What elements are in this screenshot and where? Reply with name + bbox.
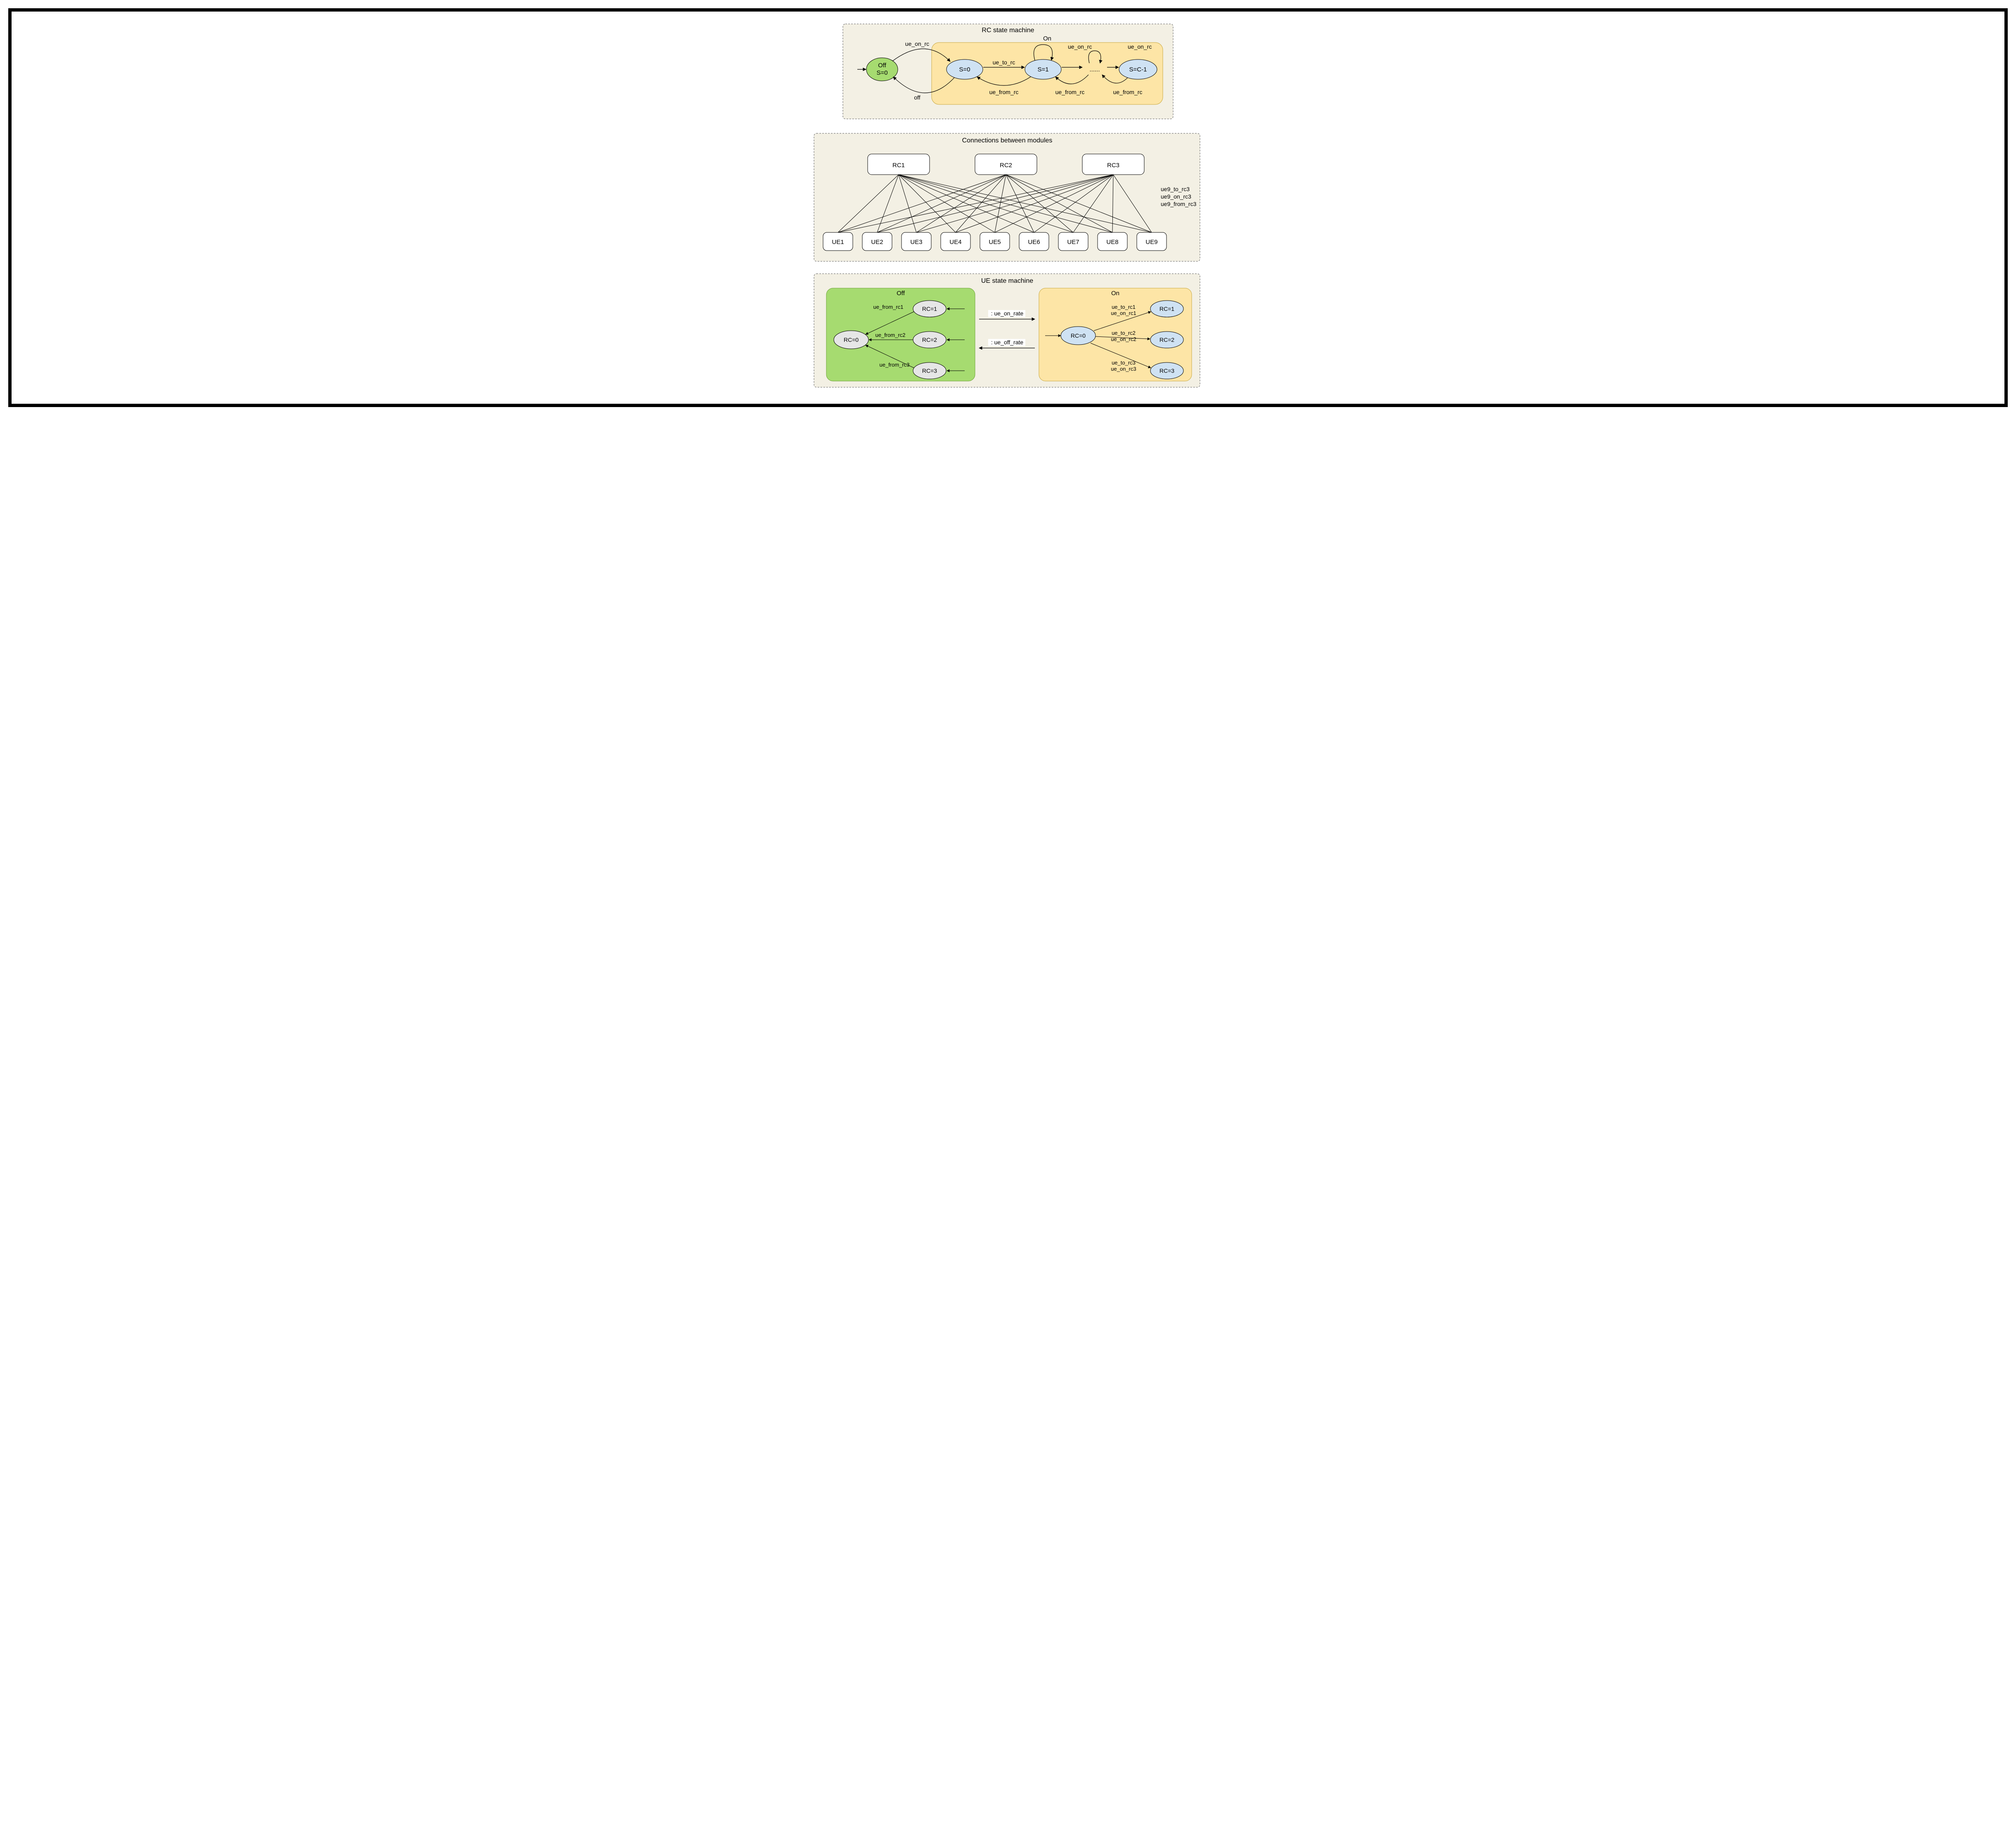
ue-label: UE9 bbox=[1145, 239, 1157, 246]
ue-label: UE1 bbox=[832, 239, 844, 246]
panel-ue-state-machine: UE state machine Off On : ue_on_rate : u… bbox=[814, 274, 1200, 387]
panel1-dots: ...... bbox=[1089, 66, 1100, 73]
svg-text:RC=2: RC=2 bbox=[922, 336, 937, 343]
svg-text:RC=0: RC=0 bbox=[1071, 332, 1086, 339]
ue-label: UE4 bbox=[949, 239, 961, 246]
svg-text:ue_on_rc: ue_on_rc bbox=[1068, 43, 1092, 50]
svg-text:ue_to_rc1: ue_to_rc1 bbox=[1112, 304, 1136, 310]
svg-text:Off: Off bbox=[878, 62, 887, 69]
svg-text:RC=1: RC=1 bbox=[922, 306, 937, 312]
svg-text:ue_from_rc: ue_from_rc bbox=[989, 89, 1019, 95]
svg-text:RC=3: RC=3 bbox=[922, 367, 937, 374]
svg-text:: ue_on_rate: : ue_on_rate bbox=[991, 310, 1024, 317]
rc-label: RC2 bbox=[1000, 162, 1012, 169]
ue-label: UE7 bbox=[1067, 239, 1079, 246]
panel1-off-node: Off S=0 bbox=[866, 58, 898, 81]
svg-text:: ue_off_rate: : ue_off_rate bbox=[991, 339, 1024, 346]
svg-text:ue_from_rc1: ue_from_rc1 bbox=[873, 304, 904, 310]
svg-text:ue_to_rc3: ue_to_rc3 bbox=[1112, 360, 1136, 366]
svg-text:S=C-1: S=C-1 bbox=[1129, 66, 1147, 73]
svg-text:ue_to_rc2: ue_to_rc2 bbox=[1112, 330, 1136, 336]
diagram-svg: RC state machine On Off S=0 S=0 S=1 ....… bbox=[802, 22, 1214, 393]
panel1-title: RC state machine bbox=[982, 27, 1034, 34]
svg-text:RC=3: RC=3 bbox=[1159, 367, 1174, 374]
ue-label: UE3 bbox=[910, 239, 922, 246]
panel3-on-label: On bbox=[1111, 290, 1119, 297]
panel2-sidelabel-2: ue9_from_rc3 bbox=[1161, 201, 1197, 207]
panel2-sidelabel-0: ue9_to_rc3 bbox=[1161, 186, 1190, 192]
ue-label: UE8 bbox=[1106, 239, 1118, 246]
panel2-rcs: RC1 RC2 RC3 bbox=[868, 154, 1144, 175]
ue-label: UE2 bbox=[871, 239, 883, 246]
rc-label: RC3 bbox=[1107, 162, 1119, 169]
svg-text:ue_on_rc3: ue_on_rc3 bbox=[1111, 366, 1136, 372]
panel2-title: Connections between modules bbox=[962, 137, 1053, 144]
svg-text:ue_on_rc1: ue_on_rc1 bbox=[1111, 310, 1136, 316]
svg-text:ue_to_rc: ue_to_rc bbox=[993, 59, 1015, 66]
svg-text:ue_on_rc: ue_on_rc bbox=[905, 40, 929, 47]
svg-text:S=0: S=0 bbox=[876, 69, 887, 76]
svg-text:ue_on_rc: ue_on_rc bbox=[1128, 43, 1152, 50]
svg-text:RC=1: RC=1 bbox=[1159, 306, 1174, 312]
svg-text:ue_from_rc3: ue_from_rc3 bbox=[880, 362, 910, 368]
panel3-title: UE state machine bbox=[981, 277, 1033, 284]
panel3-off-label: Off bbox=[897, 290, 905, 297]
panel-connections: Connections between modules RC1 RC2 RC3 UE… bbox=[814, 133, 1200, 261]
ue-label: UE5 bbox=[989, 239, 1001, 246]
page-frame: RC state machine On Off S=0 S=0 S=1 ....… bbox=[8, 8, 2008, 407]
svg-text:off: off bbox=[914, 94, 920, 101]
panel2-ues: UE1 UE2 UE3 UE4 UE5 UE6 UE7 UE8 UE9 bbox=[823, 232, 1167, 251]
panel-rc-state-machine: RC state machine On Off S=0 S=0 S=1 ....… bbox=[843, 24, 1173, 119]
svg-text:ue_from_rc: ue_from_rc bbox=[1113, 89, 1143, 95]
svg-text:RC=0: RC=0 bbox=[844, 336, 859, 343]
svg-text:S=0: S=0 bbox=[959, 66, 970, 73]
panel1-on-label: On bbox=[1043, 35, 1051, 42]
svg-text:ue_on_rc2: ue_on_rc2 bbox=[1111, 336, 1136, 342]
svg-text:S=1: S=1 bbox=[1037, 66, 1048, 73]
svg-text:RC=2: RC=2 bbox=[1159, 336, 1174, 343]
svg-text:ue_from_rc2: ue_from_rc2 bbox=[875, 332, 906, 338]
rc-label: RC1 bbox=[892, 162, 905, 169]
ue-label: UE6 bbox=[1028, 239, 1040, 246]
svg-text:ue_from_rc: ue_from_rc bbox=[1055, 89, 1085, 95]
panel2-sidelabel-1: ue9_on_rc3 bbox=[1161, 193, 1191, 200]
